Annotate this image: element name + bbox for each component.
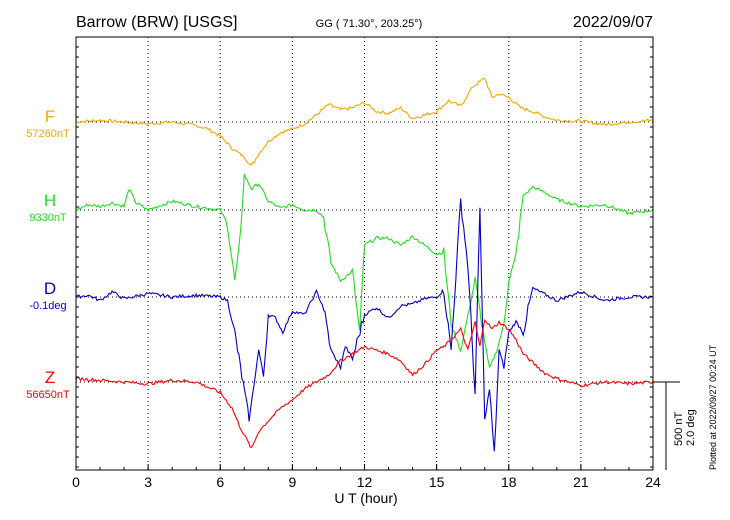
x-axis-ticks: 0 3 6 9 12 15 18 21 24 <box>72 36 661 490</box>
x-tick-label: 9 <box>288 474 296 490</box>
scale-bar: 500 nT 2.0 deg <box>653 381 697 470</box>
x-tick-label: 24 <box>645 474 661 490</box>
series-lines <box>75 77 654 452</box>
series-name-f: F <box>45 107 55 126</box>
series-baseline-h: 9330nT <box>29 212 67 224</box>
plotted-timestamp: Plotted at 2022/09/27 00:24 UT <box>708 344 718 470</box>
series-name-d: D <box>44 279 56 298</box>
series-labels: F 57260nT H 9330nT D -0.1deg Z 56650nT <box>26 107 70 401</box>
x-tick-label: 15 <box>429 474 445 490</box>
series-name-z: Z <box>45 368 55 387</box>
scale-bar-nt-label: 500 nT <box>673 411 685 446</box>
x-axis-label: U T (hour) <box>334 490 397 506</box>
x-tick-label: 0 <box>72 474 80 490</box>
series-baseline-d: -0.1deg <box>29 300 66 312</box>
series-name-h: H <box>44 191 56 210</box>
x-tick-label: 12 <box>357 474 373 490</box>
station-title: Barrow (BRW) [USGS] <box>76 14 238 31</box>
x-tick-label: 21 <box>573 474 589 490</box>
series-line-z <box>75 319 654 449</box>
series-line-f <box>75 77 654 166</box>
scale-bar-deg-label: 2.0 deg <box>685 409 697 446</box>
series-baseline-f: 57260nT <box>26 128 70 140</box>
station-coordinates: GG ( 71.30°, 203.25°) <box>316 18 423 30</box>
x-tick-label: 6 <box>216 474 224 490</box>
series-line-d <box>75 198 654 452</box>
series-line-h <box>76 174 654 369</box>
series-baseline-z: 56650nT <box>26 389 70 401</box>
x-tick-label: 3 <box>144 474 152 490</box>
grid <box>76 37 653 470</box>
plot-date: 2022/09/07 <box>573 14 653 31</box>
x-tick-label: 18 <box>501 474 517 490</box>
